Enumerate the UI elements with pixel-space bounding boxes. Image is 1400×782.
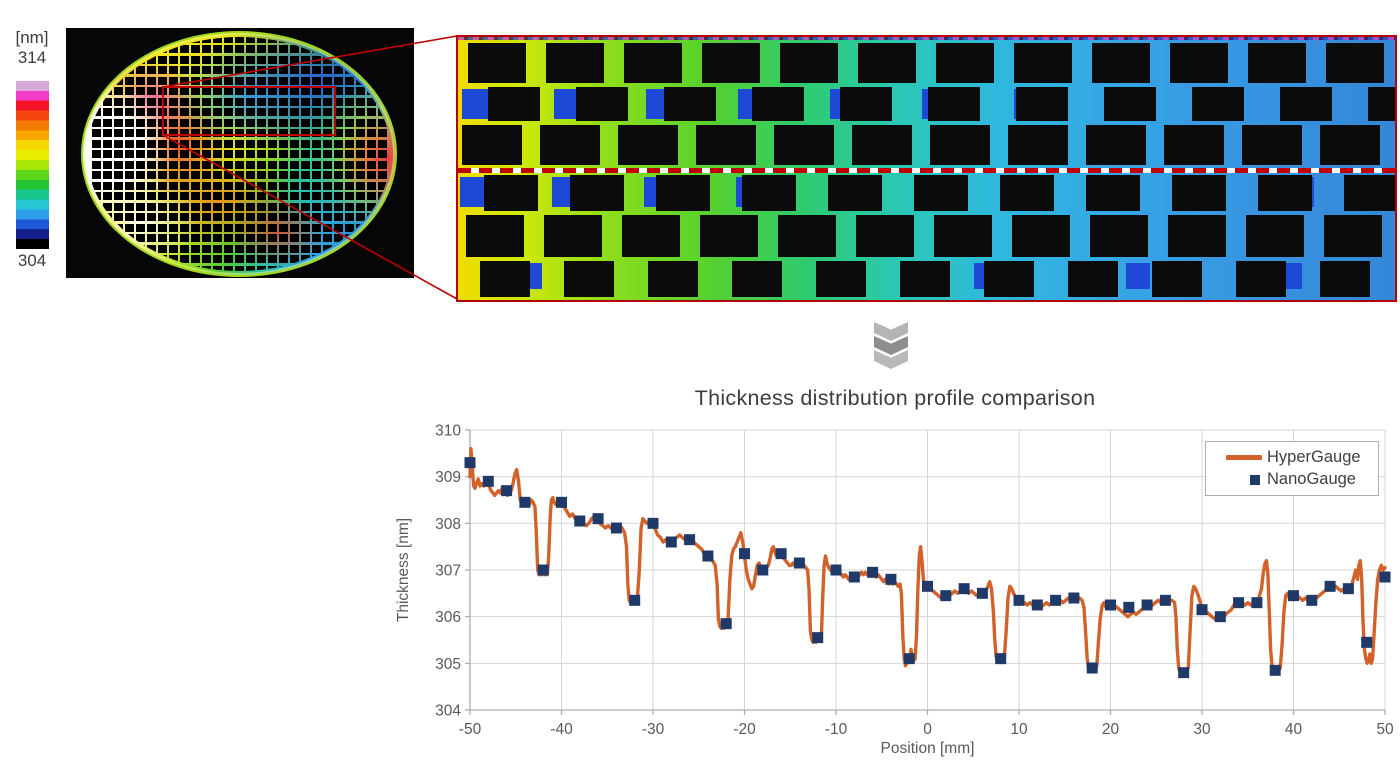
profile-chart-plot: -50 -40 -30 -20 -10 0 10 20 30 40 50 304 305 306 307 30… xyxy=(435,423,1394,739)
color-scale-min-label: 304 xyxy=(17,251,47,270)
color-scale-max-label: 314 xyxy=(17,48,47,67)
legend-item-nanogauge: NanoGauge xyxy=(1206,469,1378,490)
die-row xyxy=(458,215,1395,257)
die-row xyxy=(458,175,1395,211)
svg-text:304: 304 xyxy=(435,703,461,720)
wafer-zoom-panel xyxy=(456,35,1397,302)
color-scale: [nm] 314 304 xyxy=(6,28,58,271)
die-row xyxy=(458,43,1395,83)
svg-text:-10: -10 xyxy=(825,721,848,738)
profile-position-dashed-line xyxy=(458,168,1395,173)
svg-text:305: 305 xyxy=(435,656,461,673)
x-axis-label: Position [mm] xyxy=(880,740,975,757)
die-row xyxy=(458,87,1395,121)
thickness-profile-chart: Thickness distribution profile compariso… xyxy=(390,382,1400,782)
svg-text:310: 310 xyxy=(435,423,461,440)
flow-down-arrow-icon xyxy=(874,322,908,370)
wafer-thickness-map xyxy=(66,28,414,278)
chevron-down-icon xyxy=(874,350,908,369)
die-row xyxy=(458,125,1395,165)
chart-legend: HyperGauge NanoGauge xyxy=(1205,441,1379,496)
svg-text:40: 40 xyxy=(1285,721,1303,738)
wafer-die-grid xyxy=(87,37,391,271)
panel-top-noise xyxy=(458,37,1395,40)
hypergauge-line-swatch xyxy=(1226,455,1262,460)
chart-title: Thickness distribution profile compariso… xyxy=(694,386,1096,410)
svg-text:-30: -30 xyxy=(642,721,665,738)
legend-label: NanoGauge xyxy=(1267,470,1356,488)
chevron-down-icon xyxy=(874,336,908,355)
svg-text:50: 50 xyxy=(1376,721,1394,738)
svg-text:-50: -50 xyxy=(459,721,482,738)
svg-text:20: 20 xyxy=(1102,721,1120,738)
svg-text:30: 30 xyxy=(1193,721,1211,738)
wafer-disk xyxy=(81,31,397,277)
nanogauge-marker-swatch xyxy=(1250,474,1260,485)
chevron-down-icon xyxy=(874,322,908,341)
legend-item-hypergauge: HyperGauge xyxy=(1206,447,1378,468)
svg-text:308: 308 xyxy=(435,516,461,533)
svg-text:307: 307 xyxy=(435,563,461,580)
svg-text:306: 306 xyxy=(435,609,461,626)
svg-text:309: 309 xyxy=(435,469,461,486)
y-axis-label: Thickness [nm] xyxy=(395,517,412,623)
svg-text:10: 10 xyxy=(1010,721,1028,738)
svg-text:-20: -20 xyxy=(733,721,756,738)
legend-label: HyperGauge xyxy=(1267,448,1361,466)
color-scale-unit-label: [nm] xyxy=(15,28,49,47)
color-scale-bar xyxy=(15,71,49,249)
svg-text:-40: -40 xyxy=(550,721,573,738)
die-row xyxy=(458,261,1395,297)
svg-text:0: 0 xyxy=(923,721,932,738)
